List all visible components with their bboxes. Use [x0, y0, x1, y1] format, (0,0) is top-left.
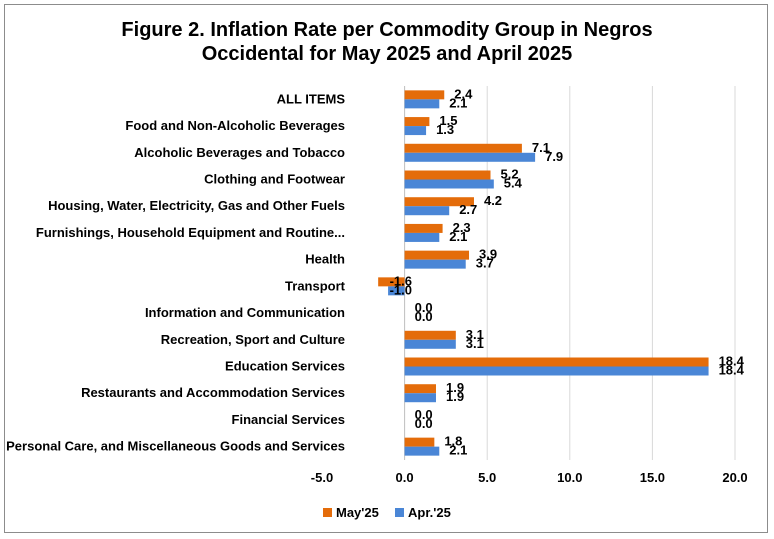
x-tick-label: 15.0: [640, 470, 665, 485]
bar: [404, 90, 445, 100]
category-label: Health: [305, 252, 345, 267]
x-tick-label: 20.0: [722, 470, 747, 485]
data-label: 2.3: [453, 220, 471, 235]
data-label: 0.0: [415, 416, 433, 431]
category-label: Financial Services: [232, 412, 345, 427]
bar: [404, 250, 470, 260]
bar: [378, 277, 405, 287]
bar: [404, 437, 435, 447]
category-label: Transport: [285, 278, 346, 293]
data-label: 1.8: [444, 434, 462, 449]
category-label: Education Services: [225, 359, 345, 374]
bar: [404, 152, 536, 162]
bar: [404, 446, 440, 456]
bar: [404, 179, 494, 189]
legend-label: Apr.'25: [408, 505, 451, 520]
data-label: 7.9: [545, 149, 563, 164]
bar: [404, 366, 709, 376]
bar: [404, 170, 491, 180]
data-label: 4.2: [484, 193, 502, 208]
category-label: Personal Care, and Miscellaneous Goods a…: [6, 439, 345, 454]
category-label: Information and Communication: [145, 305, 345, 320]
data-label: 2.1: [449, 95, 467, 110]
bar: [404, 197, 474, 207]
category-label: Furnishings, Household Equipment and Rou…: [36, 225, 345, 240]
data-label: 0.0: [415, 300, 433, 315]
category-label: Clothing and Footwear: [204, 172, 345, 187]
category-label: Recreation, Sport and Culture: [161, 332, 345, 347]
data-label: -1.6: [390, 273, 412, 288]
chart-title: Figure 2. Inflation Rate per Commodity G…: [0, 18, 774, 66]
category-label: Housing, Water, Electricity, Gas and Oth…: [48, 198, 345, 213]
bar: [404, 232, 440, 242]
data-label: 18.4: [719, 354, 745, 369]
category-label: Food and Non-Alcoholic Beverages: [125, 118, 345, 133]
category-label: Restaurants and Accommodation Services: [81, 385, 345, 400]
chart-title-line-2: Occidental for May 2025 and April 2025: [201, 43, 573, 65]
x-tick-label: -5.0: [311, 470, 333, 485]
bar: [404, 117, 430, 127]
data-label: 3.1: [466, 327, 484, 342]
data-label: 2.1: [449, 229, 467, 244]
chart-frame: [4, 4, 768, 533]
legend-label: May'25: [336, 505, 379, 520]
data-label: -1.0: [390, 282, 412, 297]
bar: [404, 330, 456, 340]
data-label: 1.5: [439, 113, 457, 128]
bar: [404, 206, 450, 216]
data-label: 2.4: [454, 86, 473, 101]
chart-title-line-1: Figure 2. Inflation Rate per Commodity G…: [121, 19, 653, 41]
data-label: 5.4: [504, 176, 523, 191]
data-label: 3.7: [476, 256, 494, 271]
data-label: 3.9: [479, 247, 497, 262]
x-tick-label: 0.0: [396, 470, 414, 485]
bar: [404, 143, 522, 153]
data-label: 5.2: [501, 167, 519, 182]
data-label: 0.0: [415, 407, 433, 422]
bar: [404, 259, 466, 269]
bar: [404, 384, 436, 394]
data-label: 2.1: [449, 443, 467, 458]
legend-swatch: [395, 508, 404, 517]
bar: [404, 126, 427, 136]
bar: [404, 339, 456, 349]
bar: [404, 393, 436, 403]
data-label: 1.9: [446, 389, 464, 404]
bar: [404, 99, 440, 109]
bar: [388, 286, 405, 296]
data-label: 18.4: [719, 363, 745, 378]
data-label: 3.1: [466, 336, 484, 351]
legend-swatch: [323, 508, 332, 517]
data-label: 0.0: [415, 309, 433, 324]
data-label: 1.3: [436, 122, 454, 137]
bar: [404, 357, 709, 367]
category-label: ALL ITEMS: [277, 91, 346, 106]
data-label: 1.9: [446, 380, 464, 395]
data-label: 7.1: [532, 140, 550, 155]
category-label: Alcoholic Beverages and Tobacco: [134, 145, 345, 160]
x-tick-label: 10.0: [557, 470, 582, 485]
data-label: 2.7: [459, 202, 477, 217]
x-tick-label: 5.0: [478, 470, 496, 485]
bar: [404, 223, 443, 233]
